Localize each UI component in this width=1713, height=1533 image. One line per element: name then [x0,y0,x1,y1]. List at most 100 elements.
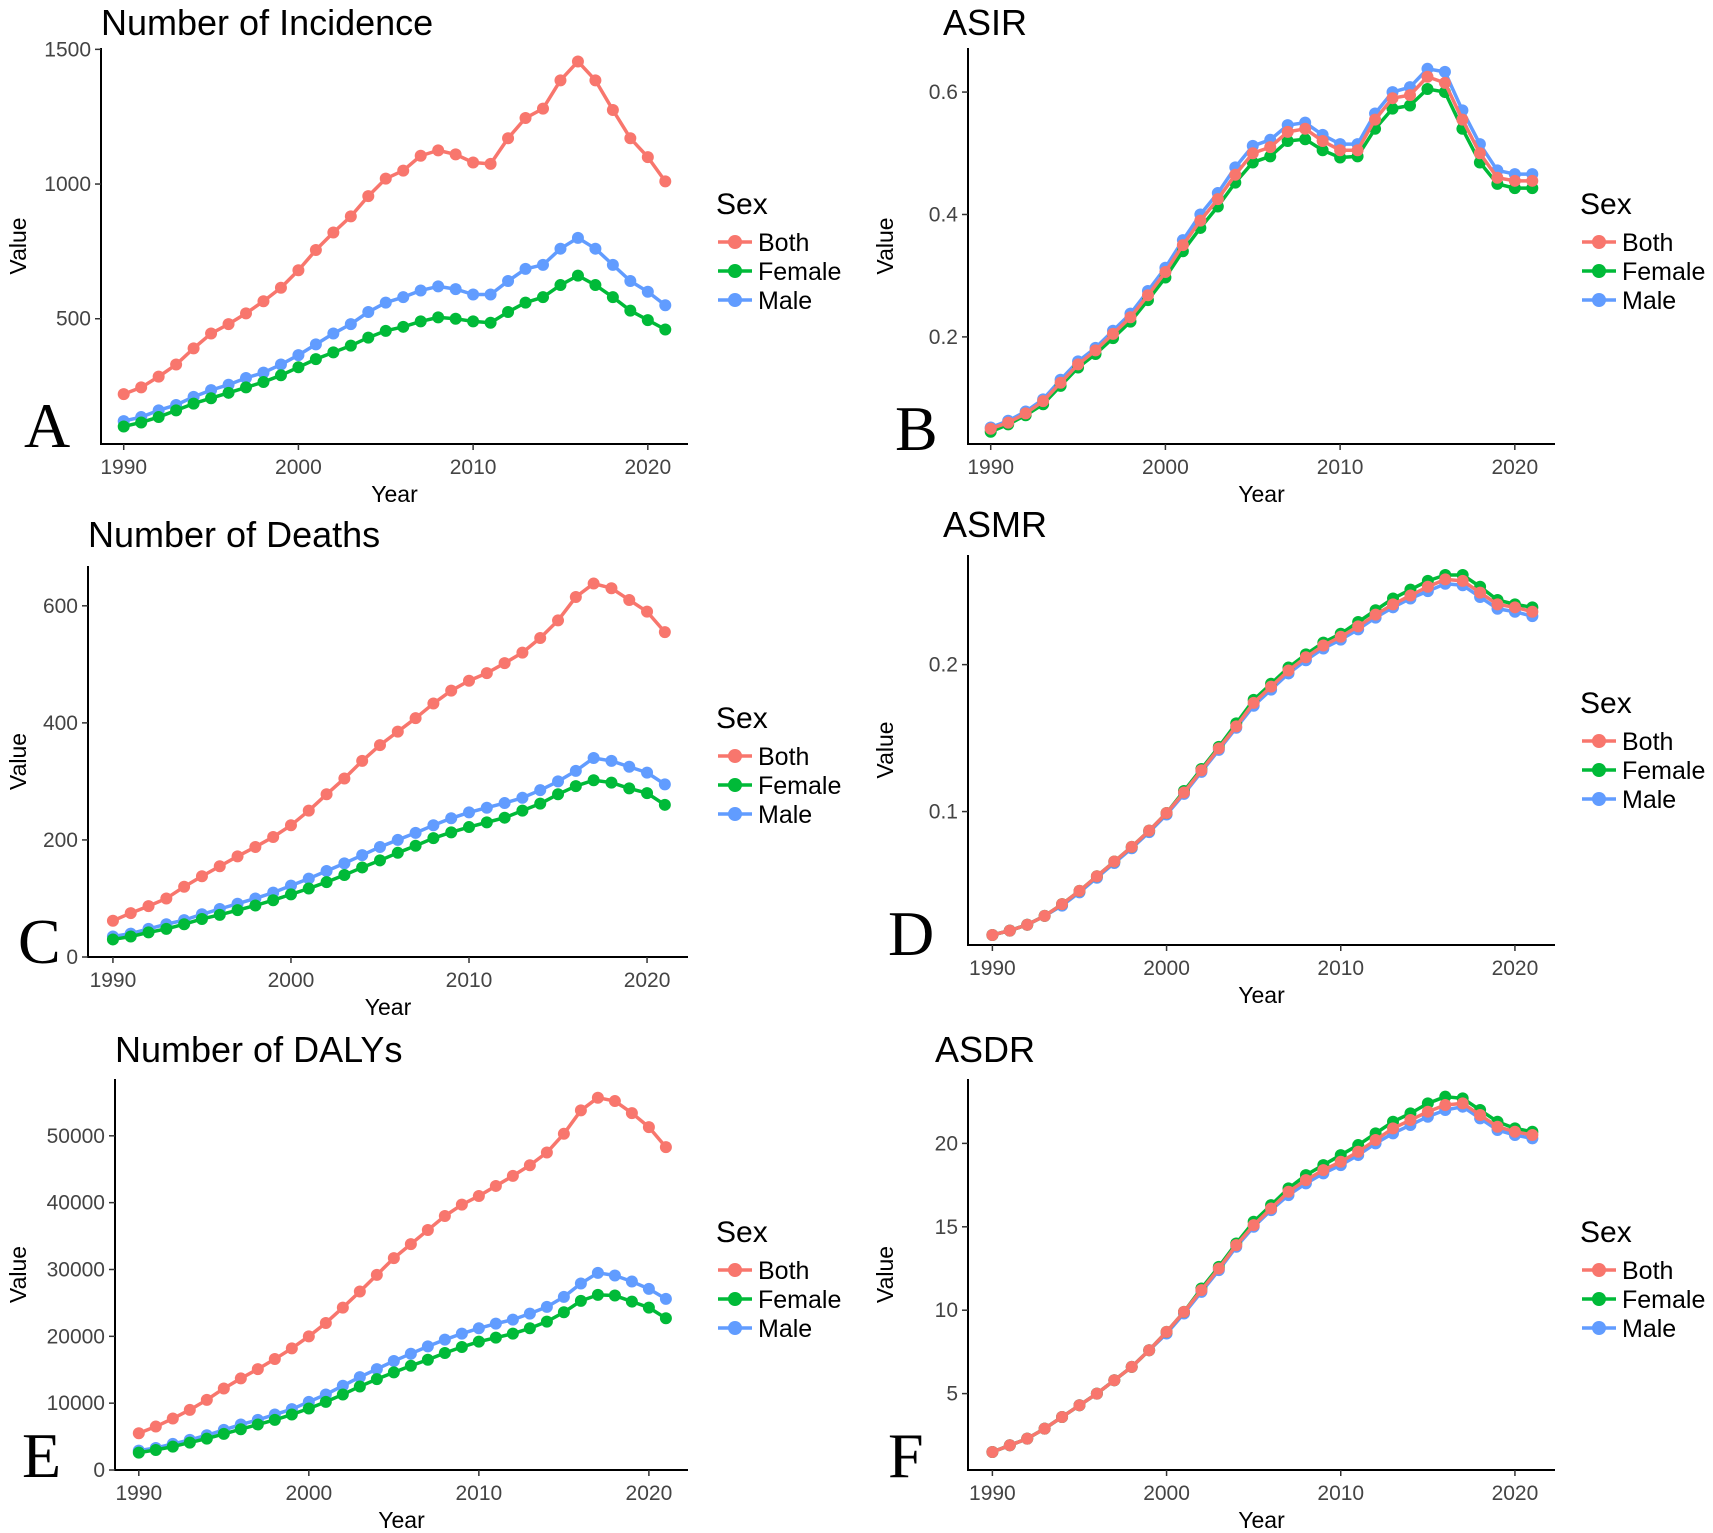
x-tick-label: 2020 [1492,957,1539,980]
data-point-male [427,819,440,832]
legend-key-marker [1592,1292,1606,1306]
data-point-both [984,422,997,435]
legend-key-marker [728,293,742,307]
data-point-both [641,605,654,618]
data-point-both [251,1363,264,1376]
data-point-both [1108,1374,1121,1387]
data-point-both [1281,125,1294,138]
data-point-male [309,338,322,351]
y-tick-label: 30000 [47,1258,105,1281]
data-point-both [414,149,427,162]
data-point-male [608,1269,621,1282]
y-tick-label: 600 [43,595,78,618]
data-point-both [1073,1399,1086,1412]
data-point-female [463,821,476,834]
data-point-female [523,1322,536,1335]
data-point-female [391,846,404,859]
data-point-male [571,231,584,244]
data-point-male [344,318,357,331]
data-point-male [623,760,636,773]
data-point-both [268,1353,281,1366]
y-tick-label: 200 [43,829,78,852]
data-point-both [1403,89,1416,102]
legend-entry-female: Female [1622,258,1705,286]
data-point-male [467,288,480,301]
data-point-female [574,1294,587,1307]
series-line-both [991,1101,1533,1454]
data-point-both [195,870,208,883]
data-point-both [1316,135,1329,148]
legend-entry-male: Male [1622,287,1676,315]
series-both [986,573,1539,942]
data-point-female [591,1288,604,1301]
data-point-both [336,1301,349,1314]
data-point-both [421,1224,434,1237]
y-axis-label: Value [5,733,31,790]
x-tick-label: 2010 [1317,1482,1364,1505]
series-line-male [991,1104,1533,1454]
data-point-both [480,667,493,680]
data-point-both [484,157,497,170]
data-point-both [1352,620,1365,633]
y-axis-label: Value [872,721,898,778]
data-point-male [489,1317,502,1330]
data-point-both [187,342,200,355]
data-point-male [536,258,549,271]
data-point-female [506,1327,519,1340]
data-point-female [489,1331,502,1344]
panel-letter: E [22,1420,61,1491]
data-point-both [1282,1185,1295,1198]
x-tick-label: 2010 [1317,456,1364,479]
data-point-both [1002,416,1015,429]
data-point-female [404,1359,417,1372]
panel-title: Number of DALYs [115,1029,402,1070]
legend-entry-male: Male [758,287,812,315]
data-point-male [516,791,529,804]
x-tick-label: 2000 [1143,957,1190,980]
series-male [986,1100,1539,1458]
data-point-female [142,926,155,939]
data-point-both [1003,924,1016,937]
x-tick-label: 2020 [626,1482,673,1505]
data-point-both [1491,171,1504,184]
y-tick-label: 20 [935,1132,958,1155]
data-point-female [534,797,547,810]
data-point-female [438,1347,451,1360]
data-point-male [449,283,462,296]
data-point-both [1195,1284,1208,1297]
y-tick-label: 0 [93,1459,105,1482]
series-line-both [123,59,667,396]
data-point-female [1386,102,1399,115]
data-point-female [373,854,386,867]
data-point-male [557,1290,570,1303]
data-point-both [432,144,445,157]
data-point-both [1037,395,1050,408]
data-point-both [1229,168,1242,181]
data-point-both [1282,664,1295,677]
y-axis-label: Value [5,217,31,274]
data-point-female [183,1436,196,1449]
data-point-both [387,1252,400,1265]
data-point-male [625,1275,638,1288]
data-point-both [1369,608,1382,621]
legend-title: Sex [716,188,768,221]
series-male [132,1266,672,1457]
data-point-both [249,840,262,853]
legend-key-marker [1592,1321,1606,1335]
data-point-both [1160,1325,1173,1338]
data-point-both [1212,742,1225,755]
data-point-both [536,102,549,115]
x-tick-label: 1990 [967,456,1014,479]
data-point-male [240,372,253,384]
data-point-both [302,804,315,817]
data-point-female [502,306,515,318]
data-point-both [1194,214,1207,227]
series-line-both [138,1095,668,1435]
data-point-both [587,577,600,590]
legend-entry-both: Both [1622,728,1673,756]
series-line-both [991,577,1533,937]
x-tick-label: 2000 [1142,456,1189,479]
data-point-both [1508,601,1521,614]
